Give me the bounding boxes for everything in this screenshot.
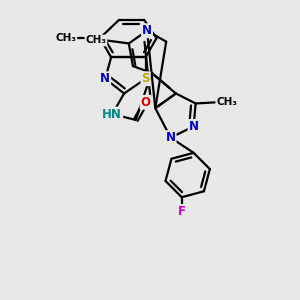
Text: N: N — [100, 72, 110, 85]
Text: N: N — [142, 24, 152, 37]
Text: F: F — [178, 205, 186, 218]
Text: CH₃: CH₃ — [216, 97, 237, 107]
Text: N: N — [189, 120, 199, 133]
Text: O: O — [141, 96, 151, 109]
Text: S: S — [141, 72, 150, 85]
Text: HN: HN — [102, 108, 122, 121]
Text: N: N — [166, 131, 176, 144]
Text: CH₃: CH₃ — [56, 33, 76, 43]
Text: CH₃: CH₃ — [85, 35, 106, 46]
